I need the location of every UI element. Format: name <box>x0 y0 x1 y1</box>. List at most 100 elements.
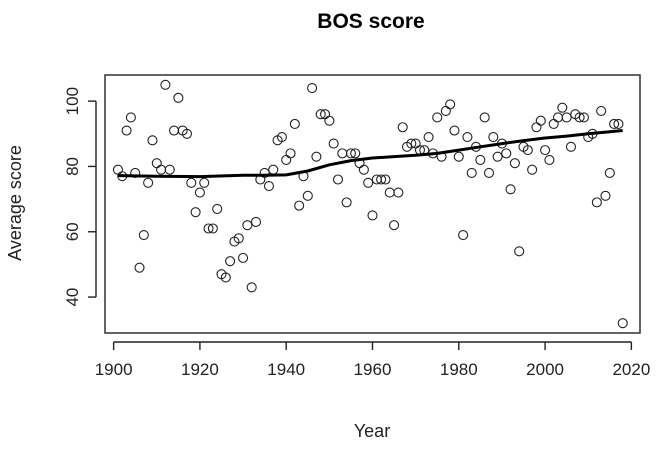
data-point <box>203 223 214 234</box>
x-axis: 1900 1920 1940 1960 1980 2000 2020 <box>95 341 650 379</box>
data-point <box>488 132 499 143</box>
x-tick-label: 2020 <box>612 360 650 379</box>
data-point <box>432 112 443 123</box>
data-point <box>350 148 361 159</box>
y-tick-label: 80 <box>63 157 82 176</box>
x-axis-label: Year <box>354 421 390 441</box>
data-point <box>190 207 201 218</box>
data-point <box>246 282 257 293</box>
data-point <box>112 164 123 175</box>
data-point <box>125 112 136 123</box>
y-tick-label: 100 <box>63 87 82 115</box>
data-point <box>449 125 460 136</box>
data-point <box>617 318 628 329</box>
data-point <box>242 220 253 231</box>
data-point <box>220 272 231 283</box>
data-point <box>466 167 477 179</box>
data-point <box>358 164 369 175</box>
data-point <box>341 197 352 208</box>
data-point <box>397 122 408 133</box>
data-point <box>557 102 568 113</box>
data-point <box>535 115 546 126</box>
data-point <box>134 262 145 273</box>
data-point <box>609 118 620 130</box>
data-point <box>294 200 305 211</box>
data-point <box>548 118 559 130</box>
data-point <box>276 132 287 143</box>
data-point <box>268 164 279 175</box>
data-point <box>423 132 434 143</box>
data-point <box>561 112 572 123</box>
data-point <box>380 174 391 185</box>
data-point <box>332 174 344 185</box>
trend-line <box>117 129 623 179</box>
x-tick-label: 2000 <box>526 360 564 379</box>
data-point <box>384 187 395 198</box>
data-point <box>281 154 292 165</box>
data-point <box>479 112 490 123</box>
data-point <box>181 128 193 139</box>
data-point <box>168 125 180 136</box>
data-point <box>289 118 300 130</box>
data-point <box>138 229 149 241</box>
data-point <box>250 216 262 228</box>
data-point <box>194 187 205 198</box>
data-point <box>376 174 387 185</box>
data-point <box>328 138 339 149</box>
data-point <box>238 252 249 263</box>
data-point <box>164 164 175 175</box>
data-point <box>565 141 577 152</box>
data-point <box>212 203 223 214</box>
x-tick-label: 1920 <box>181 360 219 379</box>
data-point <box>540 145 551 156</box>
data-point <box>393 187 404 198</box>
data-point <box>199 177 210 188</box>
data-point <box>458 229 469 241</box>
data-point <box>302 190 313 201</box>
data-point <box>574 112 585 123</box>
data-point <box>552 112 564 123</box>
data-point <box>337 148 348 159</box>
x-tick-label: 1940 <box>267 360 305 379</box>
data-point <box>156 164 167 175</box>
data-point <box>509 158 520 169</box>
data-point <box>285 148 296 159</box>
data-point <box>130 167 141 179</box>
data-point <box>492 151 503 162</box>
data-point <box>315 109 326 120</box>
data-point <box>613 118 624 130</box>
data-point <box>514 246 525 257</box>
data-point <box>505 184 516 195</box>
data-point <box>225 256 236 267</box>
data-point <box>147 135 158 146</box>
data-point <box>186 177 197 188</box>
data-points <box>112 79 628 329</box>
data-point <box>367 210 378 221</box>
y-axis: 40 60 80 100 <box>63 87 97 307</box>
data-point <box>406 138 417 149</box>
chart-title: BOS score <box>317 10 424 33</box>
data-point <box>445 99 456 110</box>
data-point <box>263 180 275 192</box>
data-point <box>531 122 542 133</box>
data-point <box>462 132 473 143</box>
y-tick-label: 60 <box>63 222 82 241</box>
data-point <box>363 177 374 188</box>
data-point <box>544 154 555 165</box>
trend-line-group <box>117 129 623 179</box>
x-tick-label: 1980 <box>440 360 478 379</box>
plot-frame <box>104 74 641 334</box>
data-point <box>453 151 464 162</box>
data-point <box>483 167 495 179</box>
data-point <box>307 83 318 94</box>
data-point <box>173 92 184 103</box>
y-tick-label: 40 <box>63 288 82 307</box>
data-point <box>475 154 486 165</box>
data-point <box>311 151 322 162</box>
data-point <box>596 105 607 116</box>
data-point <box>160 79 171 90</box>
data-point <box>233 233 244 244</box>
y-axis-label: Average score <box>5 145 25 261</box>
data-point <box>207 223 218 234</box>
